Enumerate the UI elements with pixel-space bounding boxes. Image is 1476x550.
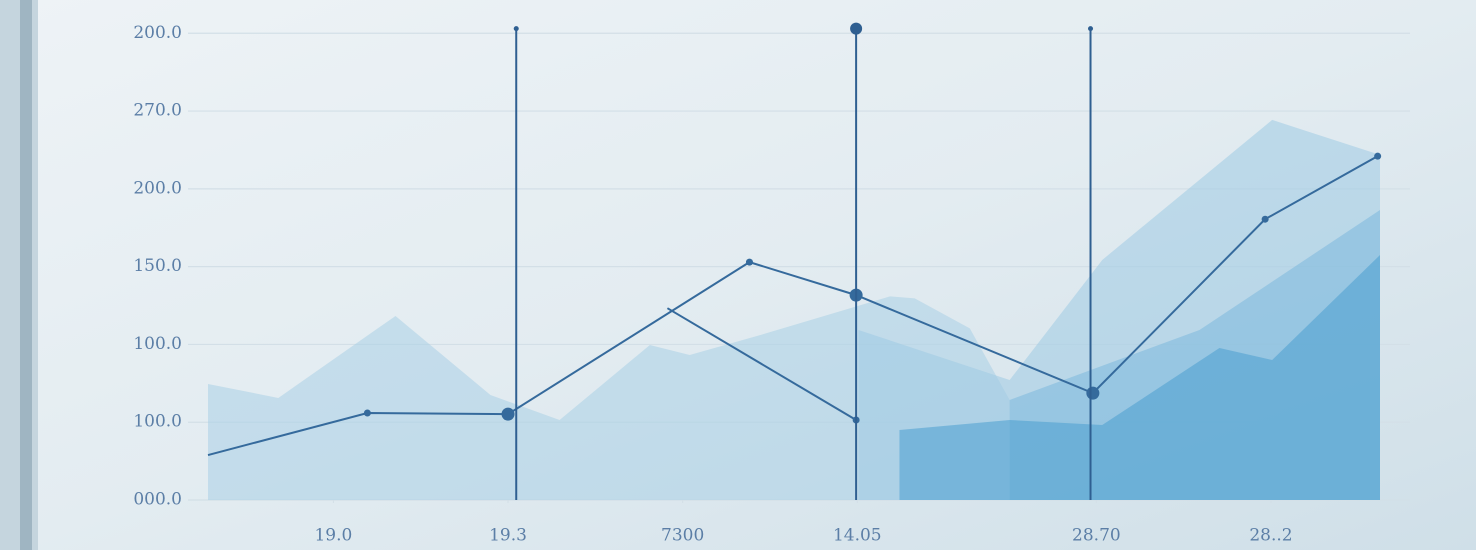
y-tick-label: 270.0	[133, 101, 182, 121]
area	[208, 296, 1010, 500]
x-tick-label: 28..2	[1249, 526, 1292, 546]
point	[363, 409, 371, 417]
point	[1374, 152, 1382, 160]
y-tick-label: 000.0	[133, 490, 182, 510]
stem-head	[513, 26, 519, 32]
stem-head	[1088, 26, 1094, 32]
frame-edge	[0, 0, 38, 550]
point	[1261, 215, 1269, 223]
y-tick-label: 200.0	[133, 23, 182, 43]
point	[1086, 386, 1100, 400]
frame-edge	[20, 0, 32, 550]
y-tick-label: 100.0	[133, 334, 182, 354]
y-tick-label: 150.0	[133, 256, 182, 276]
x-tick-label: 28.70	[1072, 526, 1121, 546]
line	[666, 307, 857, 421]
point	[501, 407, 515, 421]
line	[207, 155, 1379, 457]
x-tick-label: 19.0	[314, 526, 352, 546]
x-tick-label: 14.05	[833, 526, 882, 546]
area	[899, 254, 1380, 500]
y-tick-label: 200.0	[133, 178, 182, 198]
y-tick-label: 100.0	[133, 412, 182, 432]
x-tick-label: 19.3	[489, 526, 527, 546]
stem-head	[850, 22, 863, 35]
point	[745, 258, 753, 266]
x-tick-label: 7300	[661, 526, 704, 546]
